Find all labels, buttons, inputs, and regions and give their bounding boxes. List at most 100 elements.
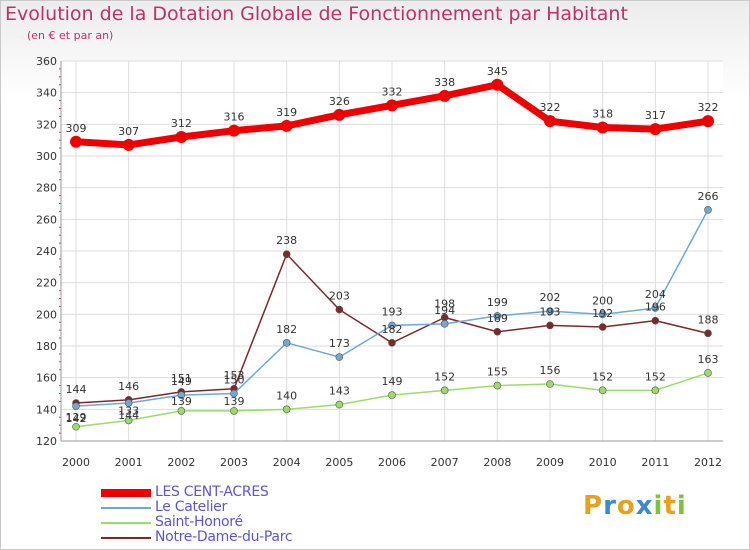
data-label: 192 [592, 307, 613, 320]
data-label: 193 [382, 305, 403, 318]
data-label: 319 [276, 106, 297, 119]
x-tick-label: 2002 [167, 456, 195, 469]
data-point [177, 391, 186, 399]
x-tick-label: 2003 [220, 456, 248, 469]
logo-letter: r [603, 491, 617, 521]
x-tick-label: 2008 [483, 456, 511, 469]
data-label: 182 [382, 323, 403, 336]
data-label: 266 [698, 190, 719, 203]
data-point [704, 369, 712, 377]
data-label: 203 [329, 290, 350, 303]
data-label: 326 [329, 95, 350, 108]
y-tick-label: 300 [36, 150, 57, 163]
logo-letter: x [635, 491, 654, 521]
x-tick-label: 2010 [589, 456, 617, 469]
legend-swatch [101, 522, 151, 524]
data-label: 307 [118, 125, 139, 138]
data-label: 156 [540, 364, 561, 377]
data-point [122, 138, 135, 151]
data-label: 199 [487, 296, 508, 309]
data-label: 146 [118, 380, 139, 393]
data-point [704, 206, 712, 214]
x-tick-label: 2004 [273, 456, 301, 469]
y-tick-label: 340 [36, 87, 57, 100]
logo-letter: t [663, 491, 677, 521]
data-labels: 309 307 312 316 319 326 332 338 345 322 318 317 322 1… [66, 65, 719, 425]
logo-letter: P [583, 491, 604, 521]
data-label: 139 [171, 395, 192, 408]
data-point [333, 108, 346, 121]
y-tick-label: 200 [36, 308, 57, 321]
data-point [388, 339, 396, 347]
x-tick-label: 2009 [536, 456, 564, 469]
data-label: 144 [118, 409, 139, 422]
x-tick-label: 2001 [115, 456, 143, 469]
data-point [282, 250, 291, 258]
data-label: 322 [540, 101, 561, 114]
y-tick-label: 240 [36, 245, 57, 258]
data-point [704, 329, 712, 338]
x-tick-label: 2012 [694, 456, 722, 469]
data-point [175, 131, 188, 143]
data-point [124, 399, 133, 407]
data-point [177, 407, 186, 415]
x-tick-label: 2005 [325, 456, 353, 469]
data-label: 332 [382, 85, 403, 98]
data-label: 173 [329, 337, 350, 350]
data-point [388, 391, 396, 399]
data-point [596, 121, 609, 134]
data-point [651, 316, 660, 325]
y-tick-label: 160 [36, 372, 57, 385]
data-label: 318 [592, 108, 613, 121]
data-point [72, 422, 80, 431]
y-tick-label: 320 [36, 118, 57, 131]
data-label: 153 [224, 369, 245, 382]
data-label: 149 [171, 375, 192, 388]
data-label: 139 [224, 395, 245, 408]
data-point [546, 307, 554, 315]
data-point [228, 124, 240, 137]
data-point [440, 320, 449, 328]
data-point [491, 78, 504, 91]
chart-subtitle: (en € et par an) [27, 29, 114, 42]
data-point [230, 389, 238, 398]
data-label: 163 [698, 353, 719, 366]
data-label: 142 [66, 412, 87, 425]
data-point [335, 400, 344, 409]
y-tick-label: 360 [36, 55, 57, 68]
data-label: 309 [66, 122, 87, 135]
data-point [124, 416, 133, 425]
data-point [493, 312, 502, 320]
legend-label: Le Catelier [155, 499, 227, 515]
data-point [388, 321, 396, 330]
data-label: 152 [434, 370, 455, 383]
data-label: 188 [698, 313, 719, 326]
data-label: 312 [171, 117, 192, 130]
data-point [282, 405, 291, 414]
data-point [335, 353, 344, 361]
logo-letter: o [616, 491, 636, 521]
data-point [280, 119, 293, 132]
data-label: 151 [171, 372, 192, 385]
data-label: 149 [382, 375, 403, 388]
legend-label: Notre-Dame-du-Parc [155, 529, 293, 545]
legend-swatch [101, 507, 151, 509]
data-label: 338 [434, 76, 455, 89]
data-label: 133 [118, 404, 139, 417]
data-label: 129 [66, 411, 87, 424]
data-point [651, 386, 660, 395]
x-tick-label: 2007 [431, 456, 459, 469]
y-tick-label: 280 [36, 182, 57, 195]
logo-letter: i [653, 491, 664, 521]
data-label: 322 [698, 101, 719, 114]
y-tick-label: 180 [36, 340, 57, 353]
data-point [546, 380, 554, 388]
logo-letter: i [676, 491, 687, 521]
data-point [651, 304, 660, 312]
legend-label: LES CENT-ACRES [155, 484, 269, 500]
data-label: 196 [645, 301, 666, 314]
series-lines [70, 78, 714, 431]
data-label: 150 [224, 374, 245, 387]
data-label: 193 [540, 305, 561, 318]
